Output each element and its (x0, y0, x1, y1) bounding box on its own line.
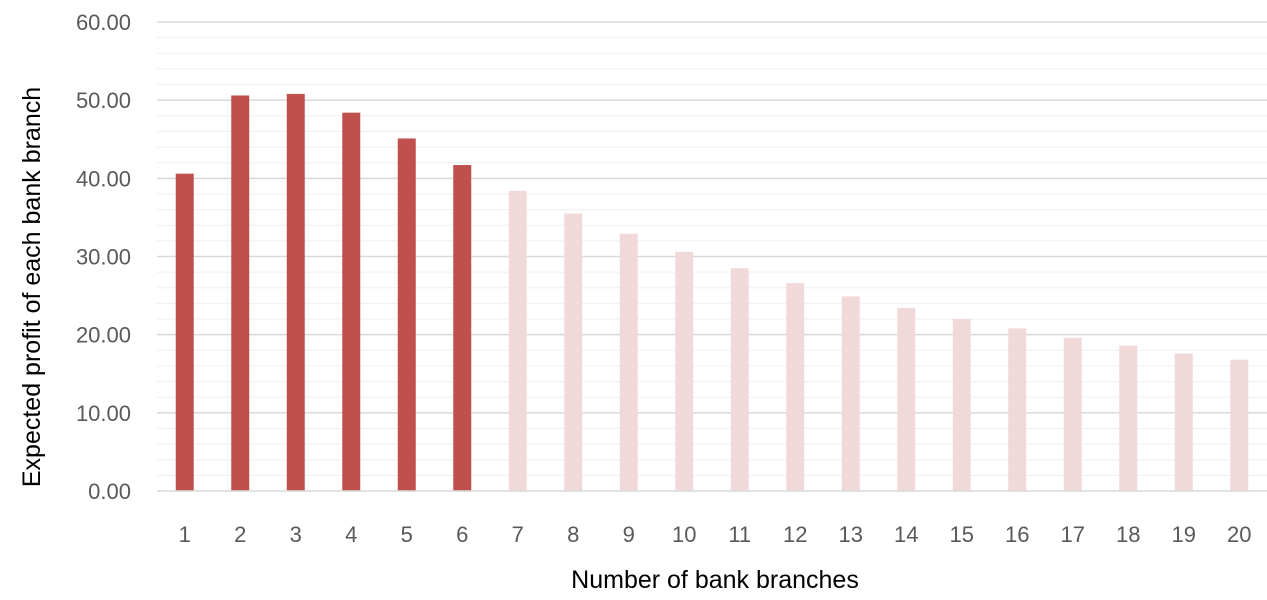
x-tick-label: 13 (839, 522, 863, 547)
y-tick-label: 40.00 (76, 166, 131, 191)
y-tick-label: 30.00 (76, 245, 131, 270)
bar (1008, 328, 1027, 491)
x-tick-label: 6 (456, 522, 468, 547)
bar (342, 112, 361, 491)
grid-lines (157, 21, 1267, 476)
x-tick-label: 18 (1116, 522, 1140, 547)
x-tick-label: 12 (783, 522, 807, 547)
bar (730, 268, 749, 491)
x-tick-label: 8 (567, 522, 579, 547)
y-tick-label: 60.00 (76, 10, 131, 35)
x-tick-label: 14 (894, 522, 918, 547)
bar (1230, 359, 1249, 491)
y-tick-label: 20.00 (76, 323, 131, 348)
bar (897, 308, 916, 491)
bar (508, 190, 527, 491)
bar (786, 283, 805, 491)
x-tick-label: 9 (623, 522, 635, 547)
x-tick-label: 5 (401, 522, 413, 547)
bar (619, 233, 638, 491)
x-tick-label: 10 (672, 522, 696, 547)
bar (1174, 353, 1193, 491)
x-axis-title: Number of bank branches (571, 566, 859, 594)
x-tick-label: 17 (1061, 522, 1085, 547)
bar (175, 173, 194, 492)
x-tick-label: 1 (179, 522, 191, 547)
y-tick-label: 10.00 (76, 401, 131, 426)
bar (841, 296, 860, 491)
y-tick-label: 50.00 (76, 88, 131, 113)
x-tick-label: 3 (290, 522, 302, 547)
x-tick-label: 15 (950, 522, 974, 547)
bar (453, 165, 472, 492)
y-axis-title: Expected profit of each bank branch (18, 87, 46, 487)
x-tick-label: 4 (345, 522, 357, 547)
bar (231, 95, 250, 491)
x-tick-label: 16 (1005, 522, 1029, 547)
y-tick-label: 0.00 (88, 479, 131, 504)
x-tick-label: 7 (512, 522, 524, 547)
bar (564, 213, 583, 491)
bar (675, 251, 694, 491)
x-tick-label: 11 (728, 522, 751, 547)
bar (1063, 337, 1082, 491)
bar (286, 93, 305, 491)
bar (1119, 345, 1138, 491)
bar (397, 138, 416, 492)
x-tick-label: 2 (234, 522, 246, 547)
bars (175, 93, 1249, 492)
x-tick-label: 19 (1172, 522, 1196, 547)
x-tick-label: 20 (1227, 522, 1251, 547)
bar (952, 319, 971, 491)
